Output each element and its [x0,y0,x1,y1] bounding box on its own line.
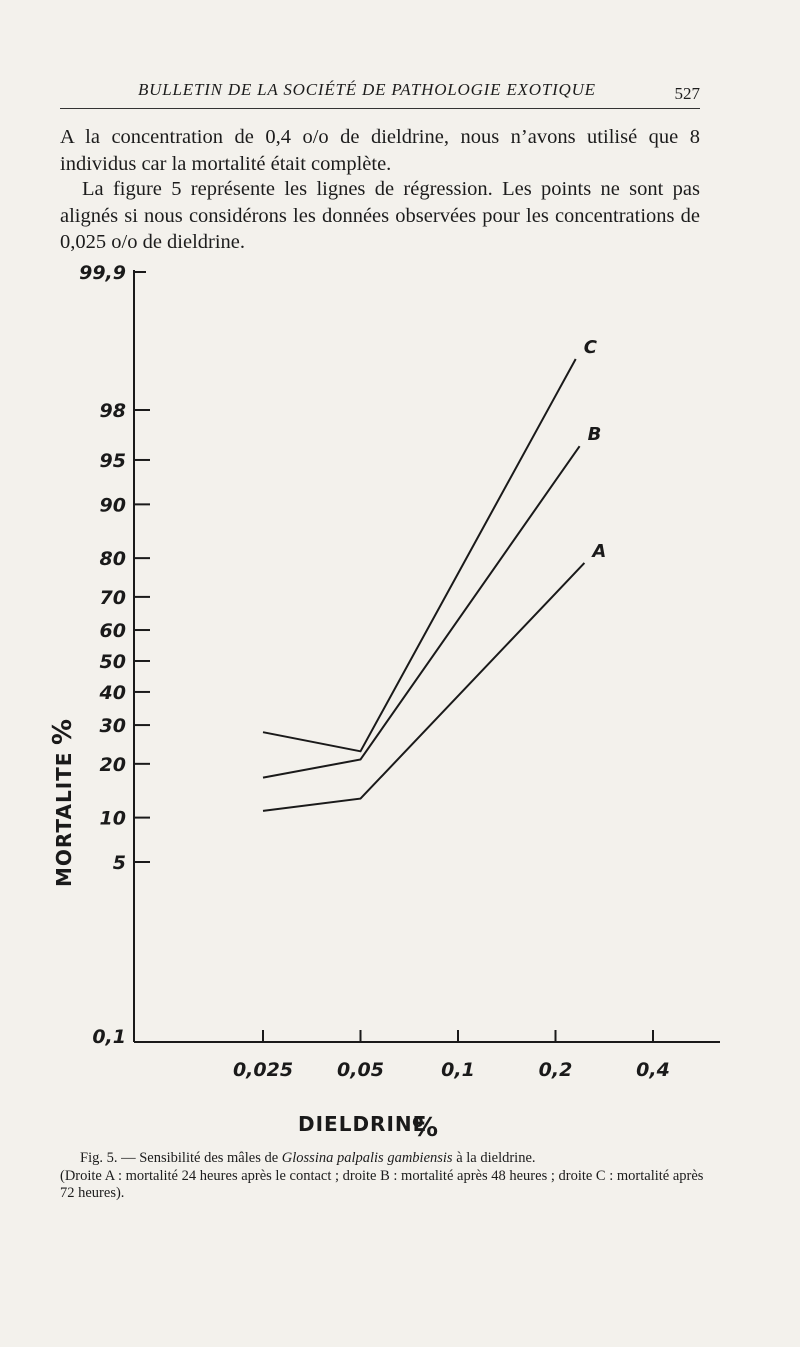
figure-caption-detail: (Droite A : mortalité 24 heures après le… [60,1168,704,1201]
y-tick-label: 50 [100,651,126,673]
figure-caption: Fig. 5. — Sensibilité des mâles de Gloss… [60,1150,720,1167]
series-line-c [262,358,577,753]
x-tick-label: 0,05 [337,1059,384,1081]
y-tick-label: 70 [100,587,126,609]
x-axis-unit: % [412,1113,438,1143]
x-tick-label: 0,025 [233,1059,293,1081]
y-tick-label: 20 [100,754,126,776]
y-tick-label: 90 [100,494,126,516]
running-header: BULLETIN DE LA SOCIÉTÉ DE PATHOLOGIE EXO… [60,78,700,109]
y-axis-label: MORTALITE [52,752,76,887]
series-label-b: B [588,424,602,445]
chart-axes [133,270,720,1043]
caption-label-end: à la dieldrine. [452,1150,536,1166]
regression-lines: A B C [262,337,606,812]
series-label-c: C [584,337,598,358]
y-tick-label: 40 [99,682,126,704]
x-tick-label: 0,1 [441,1059,475,1081]
x-tick-label: 0,4 [636,1059,670,1081]
y-tick-label: 5 [113,852,126,874]
y-tick-label: 95 [100,450,126,472]
page-number: 527 [674,84,701,103]
x-axis-ticks: 0,025 0,05 0,1 0,2 0,4 [233,1030,670,1081]
y-axis-unit: % [48,719,78,745]
series-line-b [262,445,581,779]
y-tick-label: 60 [100,620,126,642]
x-tick-label: 0,2 [539,1059,573,1081]
series-label-a: A [590,541,606,562]
y-tick-label: 30 [100,715,126,737]
y-tick-label: 99,9 [79,262,126,284]
journal-title: BULLETIN DE LA SOCIÉTÉ DE PATHOLOGIE EXO… [138,80,596,99]
y-tick-label: 10 [100,808,126,830]
x-axis-label: DIELDRINE [298,1112,427,1136]
caption-species: Glossina palpalis gambiensis [281,1150,453,1166]
y-axis-ticks: 99,9 98 95 90 80 70 60 50 40 30 20 10 5 0,1 [79,262,150,1048]
y-tick-label: 0,1 [92,1026,126,1048]
paragraph-2: La figure 5 représente les lignes de rég… [60,178,700,253]
paragraph-1: A la concentration de 0,4 o/o de dieldri… [60,126,700,175]
caption-label: Fig. 5. — Sensibilité des mâles de [80,1150,282,1166]
series-line-a [262,562,586,812]
y-tick-label: 80 [100,548,126,570]
axis-labels: MORTALITE % DIELDRINE % [48,719,438,1143]
y-tick-label: 98 [100,400,126,422]
